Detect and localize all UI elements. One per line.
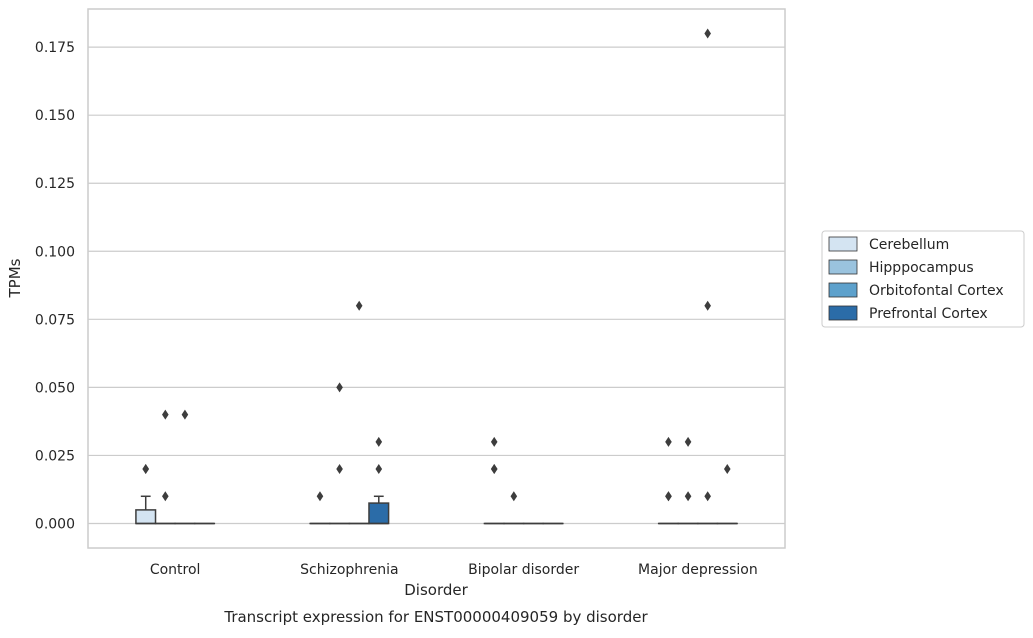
x-tick-label: Control (150, 562, 201, 578)
y-tick-label: 0.050 (35, 380, 75, 396)
legend-label: Prefrontal Cortex (869, 306, 988, 322)
x-tick-label: Schizophrenia (300, 562, 398, 578)
legend-swatch (829, 237, 857, 251)
x-tick-label: Major depression (638, 562, 758, 578)
x-tick-labels: Control Schizophrenia Bipolar disorder Majo… (150, 562, 758, 578)
legend-swatch (829, 260, 857, 274)
box (369, 503, 389, 523)
y-tick-label: 0.100 (35, 244, 75, 260)
y-tick-label: 0.125 (35, 176, 75, 192)
legend-swatch (829, 306, 857, 320)
y-tick-label: 0.175 (35, 40, 75, 56)
legend-label: Orbitofontal Cortex (869, 283, 1004, 299)
plot-background (88, 9, 785, 548)
y-tick-label: 0.025 (35, 448, 75, 464)
x-tick-label: Bipolar disorder (468, 562, 579, 578)
legend-label: Hipppocampus (869, 260, 974, 276)
y-axis-title: TPMs (6, 258, 24, 298)
x-axis-title: Disorder (404, 581, 468, 599)
y-tick-labels: 0.000 0.025 0.050 0.075 0.100 0.125 0.150 0.175 (35, 40, 75, 532)
legend-swatch (829, 283, 857, 297)
figure-caption: Transcript expression for ENST0000040905… (223, 608, 648, 626)
y-tick-label: 0.000 (35, 517, 75, 533)
legend: Cerebellum Hipppocampus Orbitofontal Corte… (822, 231, 1024, 327)
box (136, 510, 156, 524)
y-tick-label: 0.150 (35, 108, 75, 124)
y-tick-label: 0.075 (35, 312, 75, 328)
legend-label: Cerebellum (869, 237, 949, 253)
